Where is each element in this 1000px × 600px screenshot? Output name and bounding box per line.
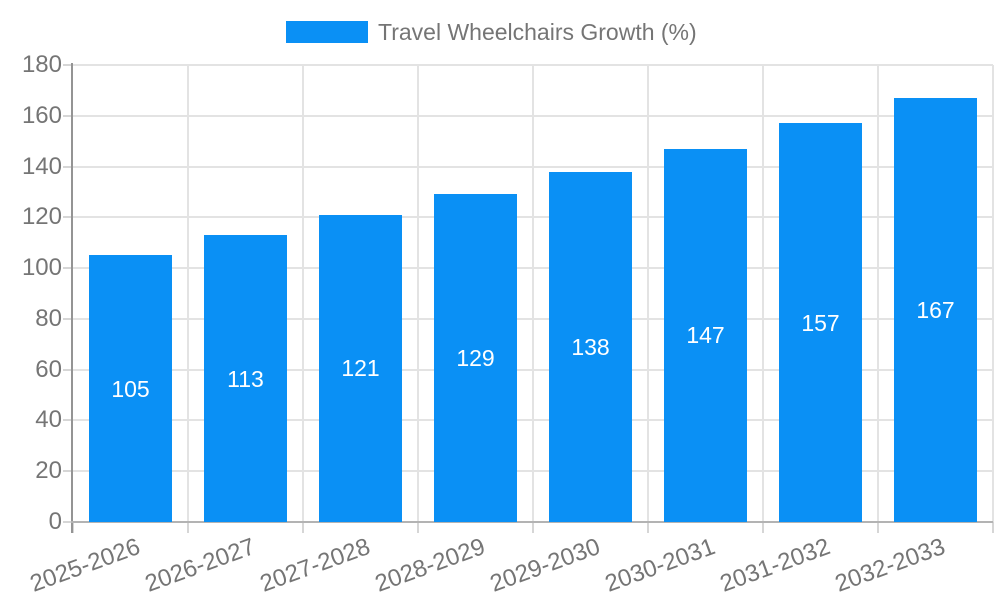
y-axis-label: 180	[21, 51, 62, 78]
x-axis-tick	[187, 522, 189, 533]
gridline-vertical	[532, 65, 534, 522]
x-axis-tick	[647, 522, 649, 533]
bar-value-label: 129	[456, 345, 495, 372]
bar-value-label: 157	[801, 309, 840, 336]
y-axis-label: 0	[48, 508, 62, 535]
y-axis-label: 140	[21, 152, 62, 180]
bar-value-label: 147	[686, 322, 725, 349]
gridline-vertical	[992, 65, 994, 522]
y-axis-line	[71, 63, 73, 533]
x-axis-label: 2025-2026	[26, 533, 144, 598]
bar: 105	[89, 255, 172, 522]
bar: 113	[204, 235, 287, 522]
x-axis-label: 2032-2033	[831, 533, 949, 598]
y-axis-tick	[63, 470, 73, 473]
bar: 167	[894, 98, 977, 522]
y-axis-tick	[63, 368, 73, 371]
y-axis-tick	[63, 267, 73, 270]
y-axis-tick	[63, 216, 73, 219]
y-axis-label: 120	[21, 203, 62, 231]
bar-value-label: 113	[227, 365, 264, 392]
y-axis-label: 40	[35, 406, 62, 434]
gridline-vertical	[417, 65, 419, 522]
y-axis-label: 60	[35, 355, 62, 383]
y-axis-tick	[63, 419, 73, 422]
y-axis-label: 20	[35, 457, 62, 485]
x-axis-label: 2027-2028	[256, 533, 374, 598]
x-axis-label: 2031-2032	[716, 533, 834, 598]
y-axis-label: 160	[21, 101, 62, 129]
bar-value-label: 138	[571, 333, 610, 360]
gridline-vertical	[762, 65, 764, 522]
gridline-vertical	[187, 65, 189, 522]
y-axis-label: 80	[35, 304, 62, 332]
bar-value-label: 105	[111, 375, 150, 402]
bar: 147	[664, 148, 747, 522]
y-axis-tick	[63, 521, 73, 523]
x-axis-label: 2029-2030	[486, 533, 604, 598]
x-axis-label: 2030-2031	[601, 533, 719, 598]
y-axis-tick	[63, 64, 73, 66]
x-axis-tick	[72, 522, 74, 533]
bar: 121	[319, 214, 402, 522]
legend-swatch	[286, 21, 368, 43]
bar: 129	[434, 194, 517, 522]
bar: 138	[549, 171, 632, 522]
bar-value-label: 121	[341, 355, 380, 382]
x-axis-line	[71, 521, 993, 523]
y-axis-tick	[63, 317, 73, 320]
x-axis-label: 2028-2029	[371, 533, 489, 598]
x-axis-tick	[532, 522, 534, 533]
x-axis-tick	[762, 522, 764, 533]
x-axis-label: 2026-2027	[141, 533, 259, 598]
bar-value-label: 167	[916, 296, 955, 323]
gridline-vertical	[647, 65, 649, 522]
gridline-vertical	[302, 65, 304, 522]
legend-label: Travel Wheelchairs Growth (%)	[378, 19, 697, 45]
x-axis-tick	[417, 522, 419, 533]
x-axis-tick	[302, 522, 304, 533]
bar: 157	[779, 123, 862, 522]
y-axis-tick	[63, 165, 73, 168]
y-axis-tick	[63, 114, 73, 117]
y-axis-label: 100	[21, 254, 62, 282]
legend: Travel Wheelchairs Growth (%)	[286, 18, 697, 46]
gridline-vertical	[877, 65, 879, 522]
x-axis-tick	[992, 522, 994, 533]
x-axis-tick	[877, 522, 879, 533]
